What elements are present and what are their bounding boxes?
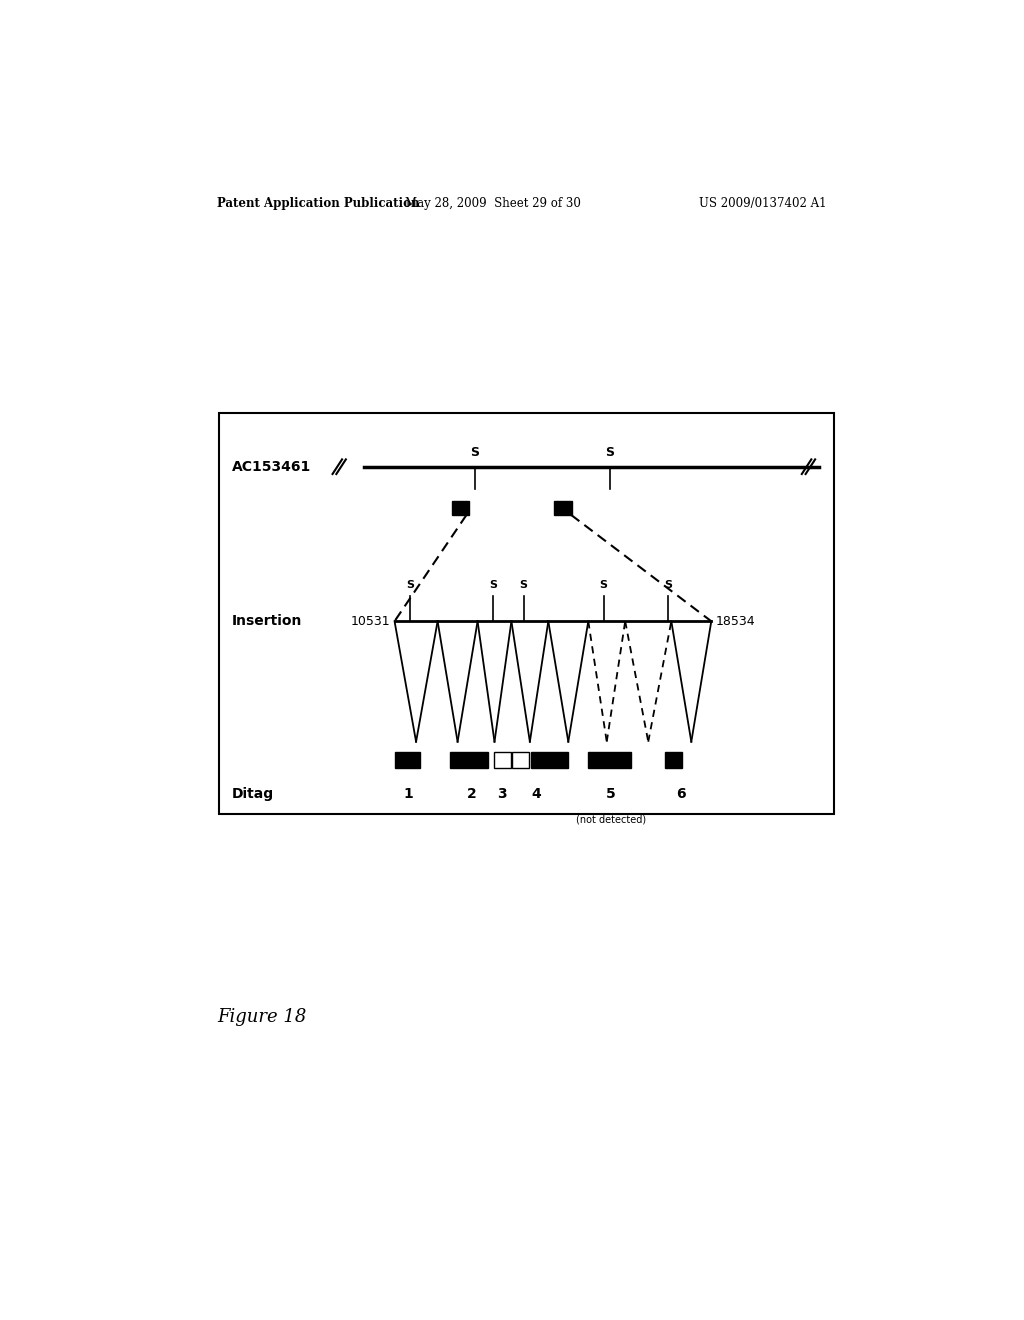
Text: 2: 2 <box>467 787 476 801</box>
Text: S: S <box>406 579 414 590</box>
Text: Patent Application Publication: Patent Application Publication <box>217 197 420 210</box>
Text: S: S <box>665 579 672 590</box>
Text: 1: 1 <box>403 787 414 801</box>
Text: Ditag: Ditag <box>231 787 273 801</box>
Text: US 2009/0137402 A1: US 2009/0137402 A1 <box>698 197 826 210</box>
Text: Figure 18: Figure 18 <box>217 1008 306 1026</box>
Text: 10531: 10531 <box>351 615 390 628</box>
Bar <box>512 752 528 768</box>
Bar <box>495 752 511 768</box>
Bar <box>554 500 571 515</box>
Text: S: S <box>470 446 479 458</box>
Text: May 28, 2009  Sheet 29 of 30: May 28, 2009 Sheet 29 of 30 <box>406 197 581 210</box>
Bar <box>666 752 682 768</box>
Bar <box>452 500 469 515</box>
Bar <box>450 752 488 768</box>
Text: 4: 4 <box>531 787 542 801</box>
Text: S: S <box>600 579 607 590</box>
Bar <box>219 413 835 814</box>
Bar <box>588 752 632 768</box>
Text: 6: 6 <box>676 787 685 801</box>
Text: (not detected): (not detected) <box>575 814 646 824</box>
Text: S: S <box>488 579 497 590</box>
Text: AC153461: AC153461 <box>231 459 311 474</box>
Text: 18534: 18534 <box>716 615 755 628</box>
Text: 3: 3 <box>498 787 507 801</box>
Text: 5: 5 <box>606 787 615 801</box>
Text: S: S <box>520 579 527 590</box>
Text: Insertion: Insertion <box>231 614 302 628</box>
Bar <box>531 752 568 768</box>
Bar <box>394 752 421 768</box>
Text: S: S <box>605 446 614 458</box>
